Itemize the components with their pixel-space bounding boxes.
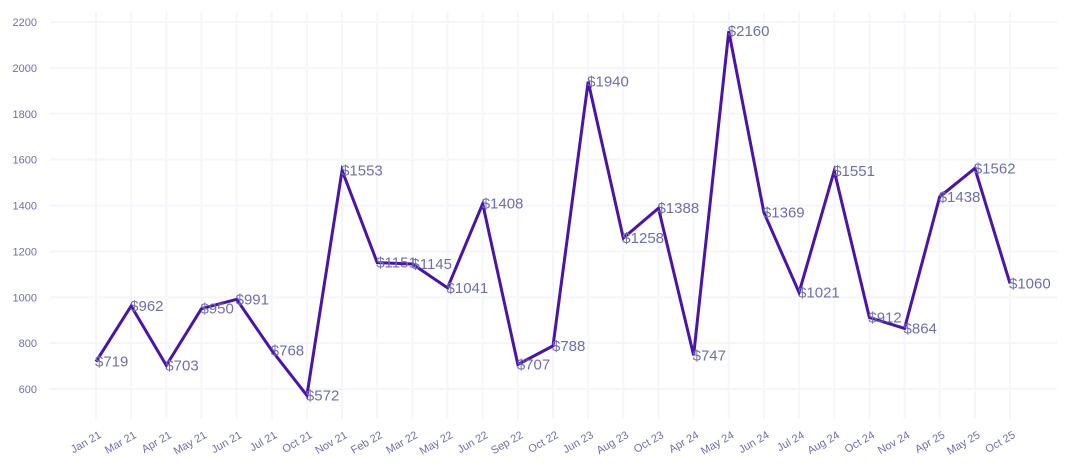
y-tick-label: 2200: [13, 17, 37, 29]
x-tick-label: May 21: [172, 429, 209, 457]
x-tick-label: Jun 22: [456, 429, 491, 456]
data-label: $864: [904, 320, 937, 337]
x-tick-label: Mar 21: [103, 429, 139, 457]
x-tick-label: Aug 24: [806, 429, 842, 457]
x-tick-label: Nov 24: [876, 429, 912, 457]
x-tick-label: Jul 21: [248, 429, 279, 454]
data-label: $1021: [798, 284, 840, 301]
data-label: $1553: [341, 162, 383, 179]
x-tick-label: May 24: [699, 429, 736, 457]
x-tick-label: Apr 25: [913, 429, 947, 456]
y-tick-label: 2000: [13, 63, 37, 75]
y-tick-label: 1800: [13, 109, 37, 121]
data-label: $768: [271, 342, 304, 359]
data-label: $1258: [622, 230, 664, 247]
data-label: $572: [306, 387, 339, 404]
x-tick-label: Oct 25: [983, 429, 1017, 456]
x-tick-label: May 22: [418, 429, 455, 457]
y-tick-label: 1200: [13, 246, 37, 258]
x-tick-label: Mar 22: [384, 429, 420, 457]
data-label: $1369: [763, 205, 805, 222]
x-tick-label: Oct 22: [526, 429, 560, 456]
data-label: $1408: [482, 196, 524, 213]
data-label: $1041: [447, 280, 489, 297]
data-label: $719: [95, 354, 128, 371]
data-label: $991: [236, 291, 269, 308]
data-label: $1145: [411, 256, 452, 273]
data-label: $707: [517, 356, 550, 373]
data-label: $1151: [376, 255, 417, 272]
data-label: $788: [552, 338, 585, 355]
x-tick-label: May 25: [945, 429, 982, 457]
data-label: $1562: [974, 160, 1016, 177]
y-tick-label: 1600: [13, 155, 37, 167]
x-tick-label: Jun 24: [737, 429, 772, 456]
data-label: $747: [693, 347, 726, 364]
data-label: $2160: [728, 23, 770, 40]
data-label: $912: [868, 309, 901, 326]
series-line: [94, 30, 1012, 400]
x-tick-label: Oct 21: [280, 429, 314, 456]
data-label: $1940: [587, 74, 629, 91]
x-tick-label: Oct 24: [843, 429, 877, 456]
data-label: $1438: [939, 189, 981, 206]
x-tick-label: Apr 21: [140, 429, 174, 456]
x-tick-label: Apr 24: [667, 429, 701, 456]
x-tick-label: Jan 21: [69, 429, 104, 456]
x-tick-label: Sep 22: [489, 429, 525, 457]
x-tick-label: Jul 24: [775, 429, 806, 454]
data-label: $962: [130, 298, 163, 315]
data-label: $950: [200, 301, 233, 318]
y-tick-label: 600: [19, 384, 37, 396]
data-label: $1060: [1009, 275, 1051, 292]
y-axis: 600 800 1000 1200 1400 1600 1800 2000 2200: [13, 17, 37, 396]
data-label: $703: [165, 357, 198, 374]
data-label: $1388: [657, 200, 699, 217]
data-label: $1551: [833, 163, 875, 180]
y-tick-label: 1400: [13, 201, 37, 213]
x-tick-label: Nov 21: [313, 429, 349, 457]
x-tick-label: Feb 22: [349, 429, 385, 457]
x-tick-label: Aug 23: [595, 429, 631, 457]
x-tick-label: Jun 23: [561, 429, 596, 456]
data-labels: $719$962$703$950$991$768$572$1553$1151$1…: [95, 23, 1051, 404]
y-tick-label: 1000: [13, 292, 37, 304]
grid: [50, 12, 1057, 419]
x-tick-label: Oct 23: [632, 429, 666, 456]
x-tick-label: Jun 21: [210, 429, 245, 456]
y-tick-label: 800: [19, 338, 37, 350]
